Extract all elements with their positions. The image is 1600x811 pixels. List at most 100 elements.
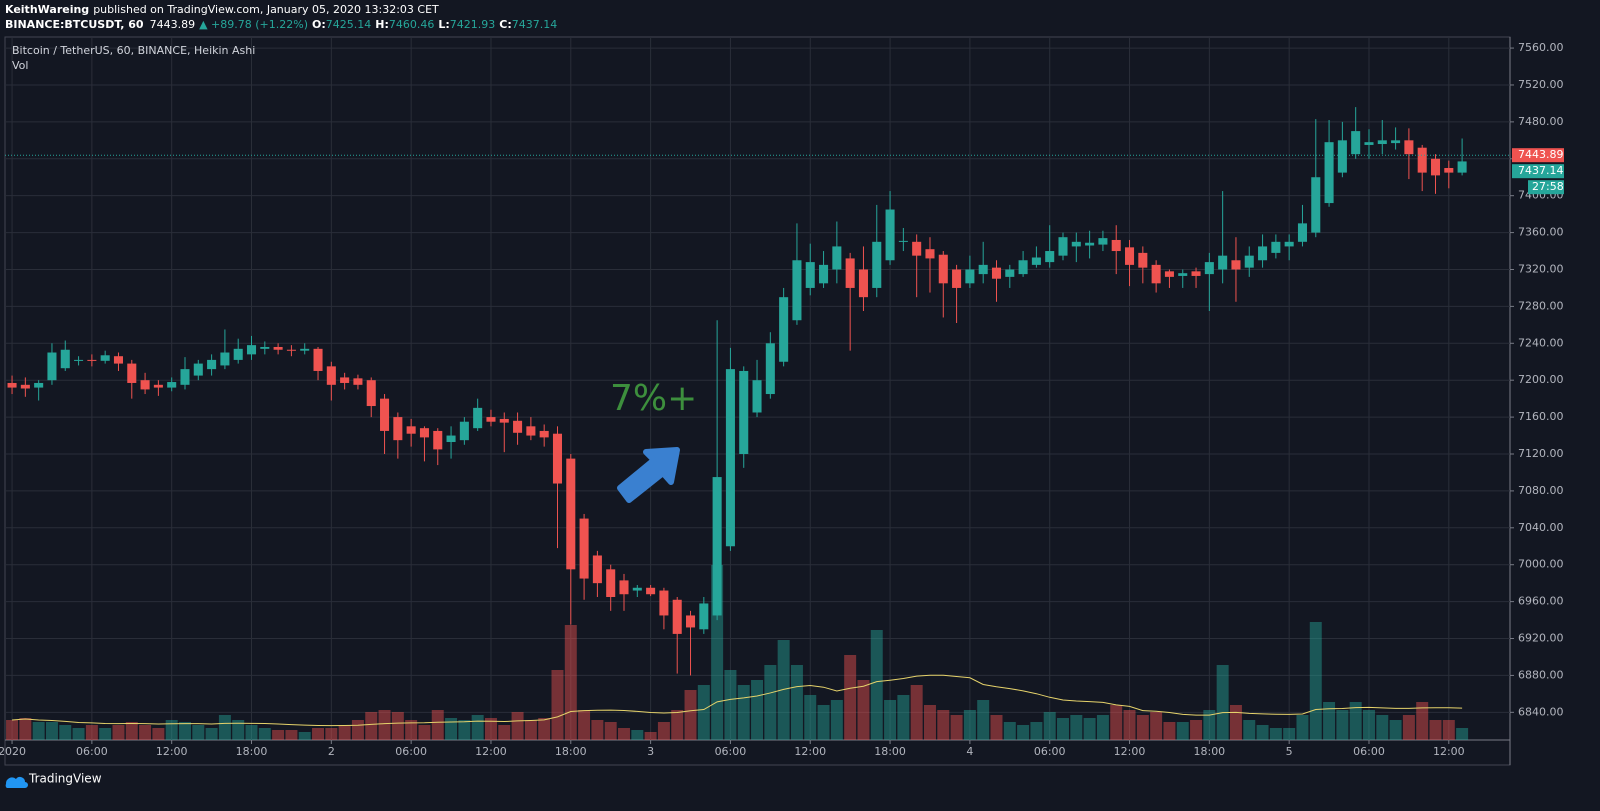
volume-bar: [1456, 728, 1469, 740]
volume-bar: [564, 625, 577, 740]
y-tick-label: 7160.00: [1518, 410, 1564, 423]
candle-body: [513, 420, 523, 433]
volume-bar: [1070, 715, 1083, 740]
x-tick-label: 06:00: [76, 745, 108, 758]
candle-body: [792, 260, 802, 321]
candle-body: [632, 587, 642, 591]
volume-bar: [1309, 622, 1322, 740]
footer: [0, 766, 1600, 811]
candle-body: [473, 407, 483, 429]
volume-bar: [737, 685, 750, 740]
countdown: 27:58: [1532, 180, 1564, 193]
candle-body: [925, 249, 935, 259]
candle-body: [60, 349, 70, 369]
change: ▲ +89.78 (+1.22%): [199, 18, 308, 31]
candle-body: [220, 352, 230, 366]
candle-body: [1444, 168, 1454, 173]
close-tag: [1512, 164, 1564, 179]
candle-body: [100, 355, 110, 361]
volume-bar: [298, 732, 311, 740]
x-tick-label: 06:00: [1034, 745, 1066, 758]
volume-bar: [1429, 720, 1442, 740]
volume-bar: [551, 670, 564, 740]
volume-bar: [45, 722, 58, 740]
volume-bar: [498, 725, 511, 740]
legend-volume: Vol: [12, 59, 28, 72]
x-tick-label: 12:00: [1433, 745, 1465, 758]
candle-body: [819, 264, 829, 284]
candle-body: [592, 555, 602, 584]
volume-bar: [312, 728, 325, 740]
y-tick-label: 7240.00: [1518, 336, 1564, 349]
candle-body: [326, 366, 336, 385]
candle-body: [1311, 177, 1321, 233]
candle-body: [1324, 142, 1334, 204]
volume-bar: [618, 728, 630, 740]
volume-bar: [338, 725, 351, 740]
published: published on TradingView.com, January 05…: [93, 3, 439, 16]
candle-body: [34, 382, 44, 388]
candle-body: [566, 458, 576, 570]
o-label: O:: [312, 18, 326, 31]
volume-bar: [963, 710, 976, 740]
last-price-tag: [1512, 148, 1564, 163]
candle-body: [300, 348, 310, 351]
candle-body: [153, 384, 163, 388]
x-tick-label: 4: [966, 745, 973, 758]
volume-bar: [484, 718, 497, 740]
candle-body: [872, 241, 882, 288]
candle-body: [1271, 241, 1281, 253]
y-tick-label: 7360.00: [1518, 226, 1564, 239]
volume-bar: [950, 715, 963, 740]
y-tick-label: 7000.00: [1518, 558, 1564, 571]
arrow: [617, 447, 680, 503]
candle-body: [539, 430, 549, 438]
volume-bar: [524, 720, 537, 740]
candle-body: [393, 417, 403, 441]
volume-bar: [990, 715, 1003, 740]
y-tick-label: 6840.00: [1518, 705, 1564, 718]
x-tick-label: 12:00: [475, 745, 507, 758]
x-tick-label: 12:00: [156, 745, 188, 758]
volume-bar: [1216, 665, 1229, 740]
volume-bar: [578, 710, 591, 740]
candle-body: [526, 426, 536, 436]
candle-body: [805, 262, 815, 288]
o-value: 7425.14: [326, 18, 372, 31]
volume-bar: [232, 720, 245, 740]
candle-body: [419, 428, 429, 438]
volume-bar: [1017, 725, 1030, 740]
volume-bar: [790, 665, 803, 740]
volume-bar: [1163, 722, 1176, 740]
volume-bar: [830, 700, 843, 740]
h-label: H:: [375, 18, 389, 31]
candle-body: [113, 356, 124, 364]
volume-bar: [870, 630, 883, 740]
x-tick-label: 12:00: [794, 745, 826, 758]
candle-body: [1258, 246, 1268, 261]
candle-body: [47, 352, 57, 381]
volume-bar: [1389, 720, 1402, 740]
volume-bar: [1336, 710, 1349, 740]
candle-body: [1138, 252, 1148, 268]
candle-body: [180, 369, 190, 385]
candle-body: [1337, 140, 1347, 173]
volume-bar: [165, 720, 178, 740]
candle-body: [273, 346, 283, 350]
candle-body: [1204, 262, 1214, 275]
volume-bar: [1003, 722, 1016, 740]
candle-body: [20, 384, 30, 389]
l-label: L:: [438, 18, 449, 31]
volume-bar: [977, 700, 990, 740]
candle-body: [406, 426, 416, 434]
candle-body: [1297, 223, 1307, 242]
candle-body: [380, 398, 390, 431]
c-value: 7437.14: [512, 18, 558, 31]
volume-bar: [657, 722, 670, 740]
volume-bar: [285, 730, 298, 740]
candle-body: [739, 370, 749, 455]
volume-bar: [897, 695, 910, 740]
legend-title: Bitcoin / TetherUS, 60, BINANCE, Heikin …: [12, 44, 255, 57]
volume-bar: [764, 665, 777, 740]
y-tick-label: 7560.00: [1518, 41, 1564, 54]
